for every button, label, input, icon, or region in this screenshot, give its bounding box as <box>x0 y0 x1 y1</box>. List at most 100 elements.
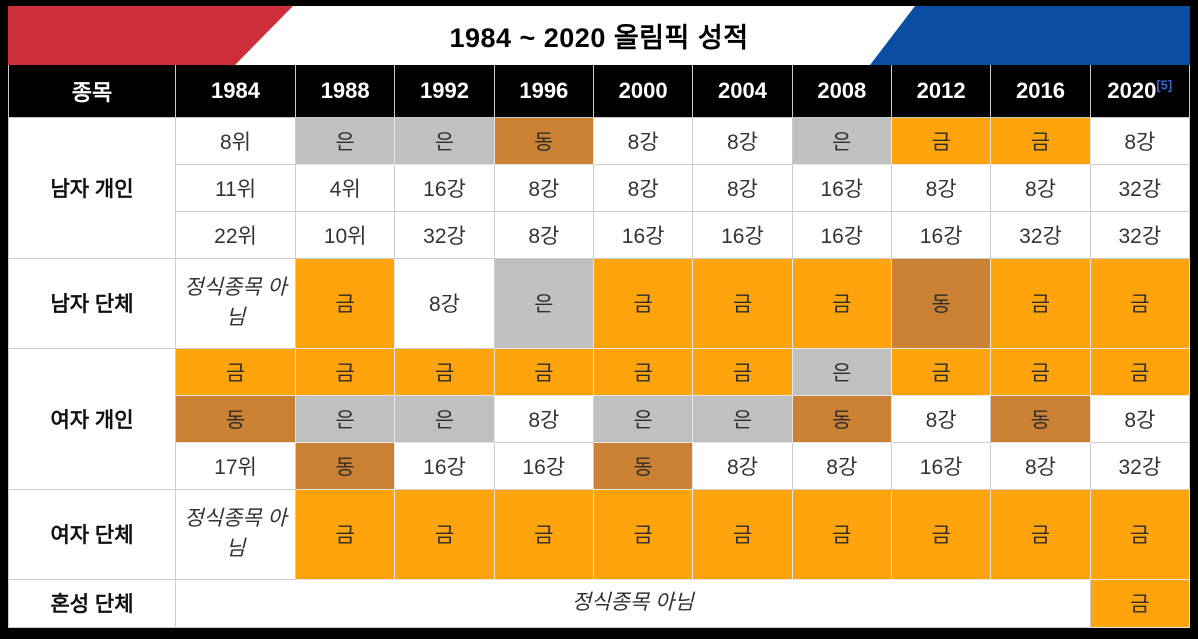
medal-cell-silver: 은 <box>394 116 495 165</box>
result-cell: 4위 <box>294 163 396 212</box>
result-cell: 16강 <box>791 163 892 212</box>
medal-cell-gold: 금 <box>692 347 793 396</box>
medal-cell-gold: 금 <box>294 257 396 349</box>
medal-cell-silver: 은 <box>394 394 495 443</box>
table-row: 여자 개인 금 금 금 금 금 금 은 금 금 금 <box>8 347 1191 490</box>
result-cell: 8강 <box>592 163 694 212</box>
medal-cell-silver: 은 <box>791 347 892 396</box>
table-row: 남자 단체 정식종목 아님 금 8강 은 금 금 금 동 금 금 <box>8 257 1191 349</box>
medal-cell-gold: 금 <box>175 347 296 396</box>
medal-cell-gold: 금 <box>394 488 495 580</box>
result-cell: 8강 <box>692 116 793 165</box>
result-cell: 8강 <box>1089 116 1191 165</box>
medal-cell-silver: 은 <box>493 257 594 349</box>
medal-cell-gold: 금 <box>990 347 1091 396</box>
medal-cell-gold: 금 <box>1089 257 1191 349</box>
result-cell: 8강 <box>592 116 694 165</box>
medal-cell-gold: 금 <box>394 347 495 396</box>
result-cell: 8강 <box>890 163 992 212</box>
table-row: 11위 4위 16강 8강 8강 8강 16강 8강 8강 32강 <box>9 163 1191 212</box>
table-row: 혼성 단체 정식종목 아님 금 <box>8 578 1191 628</box>
footnote-link[interactable]: [5] <box>1156 77 1173 93</box>
table-row: 17위 동 16강 16강 동 8강 8강 16강 8강 32강 <box>9 441 1191 490</box>
medal-cell-gold: 금 <box>493 347 594 396</box>
result-cell: 11위 <box>175 163 296 212</box>
blue-flag-shape <box>870 6 1190 65</box>
result-cell: 16강 <box>890 441 992 490</box>
result-cell: 16강 <box>394 163 495 212</box>
result-cell: 16강 <box>890 210 992 259</box>
year-header-2020: 2020[5] <box>1089 65 1191 118</box>
medal-cell-gold: 금 <box>592 488 694 580</box>
medal-cell-gold: 금 <box>890 488 992 580</box>
year-header-1996: 1996 <box>493 65 594 118</box>
result-cell: 8강 <box>990 163 1091 212</box>
result-cell: 16강 <box>592 210 694 259</box>
result-cell: 8강 <box>990 441 1091 490</box>
not-official-event-cell: 정식종목 아님 <box>175 257 296 349</box>
medal-cell-bronze: 동 <box>175 394 296 443</box>
result-cell: 8강 <box>394 257 495 349</box>
medal-cell-gold: 금 <box>692 257 793 349</box>
medal-cell-silver: 은 <box>294 394 396 443</box>
result-cell: 32강 <box>394 210 495 259</box>
result-cell: 8강 <box>791 441 892 490</box>
medal-cell-gold: 금 <box>791 488 892 580</box>
result-cell: 16강 <box>791 210 892 259</box>
year-header-1988: 1988 <box>294 65 396 118</box>
year-header-2000: 2000 <box>592 65 694 118</box>
result-cell: 16강 <box>493 441 594 490</box>
result-cell: 32강 <box>1089 441 1191 490</box>
result-cell: 8강 <box>692 441 793 490</box>
title-banner: 1984 ~ 2020 올림픽 성적 <box>8 6 1190 65</box>
result-cell: 8위 <box>175 116 296 165</box>
result-cell: 32강 <box>1089 210 1191 259</box>
table-row: 남자 개인 8위 은 은 동 8강 8강 은 금 금 8강 <box>8 116 1191 259</box>
medal-cell-silver: 은 <box>592 394 694 443</box>
result-cell: 8강 <box>493 163 594 212</box>
year-header-2016: 2016 <box>990 65 1091 118</box>
medal-cell-gold: 금 <box>592 347 694 396</box>
result-cell: 8강 <box>493 394 594 443</box>
medal-cell-gold: 금 <box>1089 488 1191 580</box>
table-row: 22위 10위 32강 8강 16강 16강 16강 16강 32강 32강 <box>9 210 1191 259</box>
result-cell: 32강 <box>990 210 1091 259</box>
medal-cell-silver: 은 <box>791 116 892 165</box>
medal-cell-silver: 은 <box>692 394 793 443</box>
group-label: 남자 개인 <box>8 116 176 259</box>
result-cell: 10위 <box>294 210 396 259</box>
page-title: 1984 ~ 2020 올림픽 성적 <box>449 23 749 53</box>
year-header-row: 종목 1984 1988 1992 1996 2000 2004 2008 2012 2016 2… <box>8 65 1191 118</box>
medal-cell-bronze: 동 <box>791 394 892 443</box>
medal-cell-gold: 금 <box>990 488 1091 580</box>
medal-cell-bronze: 동 <box>294 441 396 490</box>
table-row: 동 은 은 8강 은 은 동 8강 동 8강 <box>9 394 1191 443</box>
year-header-2004: 2004 <box>692 65 793 118</box>
result-cell: 16강 <box>692 210 793 259</box>
category-column-header: 종목 <box>8 65 176 118</box>
medal-cell-bronze: 동 <box>592 441 694 490</box>
group-label: 여자 단체 <box>8 488 176 580</box>
result-cell: 22위 <box>175 210 296 259</box>
result-cell: 8강 <box>1089 394 1191 443</box>
medal-cell-gold: 금 <box>592 257 694 349</box>
year-label: 2020 <box>1107 77 1157 103</box>
medal-cell-gold: 금 <box>1089 578 1191 628</box>
year-header-2012: 2012 <box>890 65 992 118</box>
not-official-event-cell: 정식종목 아님 <box>175 578 1091 628</box>
medal-cell-gold: 금 <box>890 116 992 165</box>
medal-cell-gold: 금 <box>990 257 1091 349</box>
results-table: 종목 1984 1988 1992 1996 2000 2004 2008 2012 2016 2… <box>8 65 1191 628</box>
medal-cell-gold: 금 <box>294 347 396 396</box>
medal-cell-bronze: 동 <box>990 394 1091 443</box>
group-label: 혼성 단체 <box>8 578 176 628</box>
medal-cell-gold: 금 <box>294 488 396 580</box>
year-header-1984: 1984 <box>175 65 296 118</box>
group-label: 남자 단체 <box>8 257 176 349</box>
result-cell: 8강 <box>890 394 992 443</box>
table-row: 여자 단체 정식종목 아님 금 금 금 금 금 금 금 금 금 <box>8 488 1191 580</box>
group-label: 여자 개인 <box>8 347 176 490</box>
medal-cell-gold: 금 <box>990 116 1091 165</box>
medal-cell-gold: 금 <box>1089 347 1191 396</box>
